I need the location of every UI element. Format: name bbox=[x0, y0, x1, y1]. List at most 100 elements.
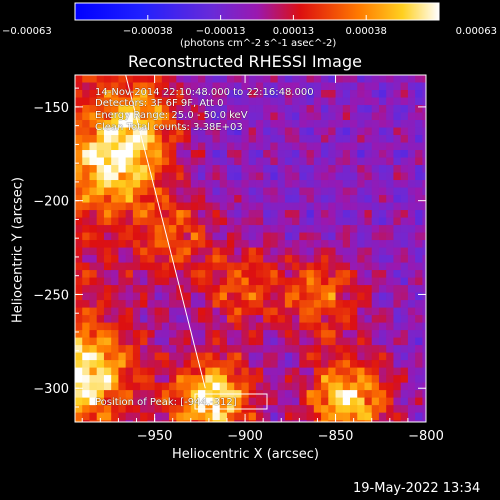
heatmap-cell bbox=[306, 352, 315, 361]
heatmap-cell bbox=[313, 120, 322, 129]
heatmap-cell bbox=[371, 337, 380, 346]
heatmap-cell bbox=[400, 225, 409, 234]
heatmap-cell bbox=[378, 382, 387, 391]
heatmap-cell bbox=[111, 97, 119, 106]
heatmap-cell bbox=[89, 322, 98, 331]
heatmap-cell bbox=[89, 420, 98, 422]
heatmap-cell bbox=[147, 322, 156, 331]
heatmap-cell bbox=[313, 217, 322, 226]
heatmap-cell bbox=[226, 412, 235, 421]
heatmap-cell bbox=[140, 150, 148, 159]
heatmap-cell bbox=[270, 172, 279, 181]
heatmap-cell bbox=[190, 172, 199, 181]
heatmap-cell bbox=[103, 375, 112, 384]
heatmap-cell bbox=[328, 375, 337, 384]
heatmap-cell bbox=[306, 367, 315, 376]
heatmap-cell bbox=[357, 367, 365, 376]
heatmap-cell bbox=[241, 240, 250, 249]
heatmap-cell bbox=[342, 217, 351, 226]
heatmap-cell bbox=[132, 270, 141, 279]
heatmap-cell bbox=[350, 397, 358, 406]
heatmap-cell bbox=[169, 120, 177, 129]
heatmap-cell bbox=[270, 135, 279, 144]
heatmap-cell bbox=[306, 187, 315, 196]
heatmap-cell bbox=[219, 127, 228, 136]
heatmap-cell bbox=[386, 307, 394, 316]
heatmap-cell bbox=[378, 397, 387, 406]
heatmap-cell bbox=[270, 240, 279, 249]
heatmap-cell bbox=[393, 75, 402, 84]
heatmap-cell bbox=[400, 300, 409, 309]
heatmap-cell bbox=[277, 225, 286, 234]
heatmap-cell bbox=[371, 285, 380, 294]
heatmap-cell bbox=[306, 405, 315, 414]
heatmap-cell bbox=[248, 195, 257, 204]
heatmap-cell bbox=[357, 135, 365, 144]
heatmap-cell bbox=[378, 307, 387, 316]
heatmap-cell bbox=[306, 285, 315, 294]
heatmap-cell bbox=[190, 187, 199, 196]
heatmap-cell bbox=[132, 112, 141, 121]
heatmap-cell bbox=[118, 292, 127, 301]
heatmap-cell bbox=[371, 157, 380, 166]
heatmap-cell bbox=[190, 75, 199, 84]
heatmap-cell bbox=[176, 232, 185, 241]
heatmap-cell bbox=[393, 330, 402, 339]
heatmap-cell bbox=[140, 420, 148, 422]
heatmap-cell bbox=[248, 225, 257, 234]
heatmap-cell bbox=[219, 255, 228, 264]
heatmap-cell bbox=[378, 262, 387, 271]
heatmap-cell bbox=[350, 345, 358, 354]
heatmap-cell bbox=[234, 232, 242, 241]
heatmap-cell bbox=[393, 232, 402, 241]
heatmap-cell bbox=[205, 367, 214, 376]
heatmap-cell bbox=[415, 390, 423, 399]
heatmap-cell bbox=[241, 247, 250, 256]
heatmap-cell bbox=[386, 337, 394, 346]
heatmap-cell bbox=[96, 240, 105, 249]
heatmap-cell bbox=[89, 390, 98, 399]
heatmap-cell bbox=[415, 382, 423, 391]
heatmap-cell bbox=[415, 217, 423, 226]
heatmap-cell bbox=[154, 97, 163, 106]
heatmap-cell bbox=[371, 292, 380, 301]
heatmap-cell bbox=[219, 307, 228, 316]
heatmap-cell bbox=[89, 202, 98, 211]
heatmap-cell bbox=[132, 412, 141, 421]
heatmap-cell bbox=[270, 202, 279, 211]
heatmap-cell bbox=[306, 315, 315, 324]
heatmap-cell bbox=[190, 240, 199, 249]
heatmap-cell bbox=[161, 315, 170, 324]
heatmap-cell bbox=[306, 225, 315, 234]
heatmap-cell bbox=[407, 390, 416, 399]
heatmap-cell bbox=[299, 247, 308, 256]
heatmap-cell bbox=[255, 285, 264, 294]
heatmap-cell bbox=[407, 247, 416, 256]
heatmap-cell bbox=[284, 270, 293, 279]
heatmap-cell bbox=[154, 360, 163, 369]
heatmap-cell bbox=[82, 82, 90, 91]
heatmap-cell bbox=[342, 202, 351, 211]
heatmap-cell bbox=[176, 217, 185, 226]
heatmap-cell bbox=[241, 315, 250, 324]
heatmap-cell bbox=[299, 382, 308, 391]
heatmap-cell bbox=[219, 315, 228, 324]
heatmap-cell bbox=[125, 105, 134, 114]
heatmap-cell bbox=[219, 412, 228, 421]
heatmap-cell bbox=[350, 210, 358, 219]
heatmap-cell bbox=[176, 210, 185, 219]
heatmap-cell bbox=[234, 315, 242, 324]
heatmap-cell bbox=[248, 262, 257, 271]
heatmap-cell bbox=[190, 352, 199, 361]
heatmap-cell bbox=[415, 277, 423, 286]
heatmap-cell bbox=[154, 412, 163, 421]
heatmap-cell bbox=[255, 292, 264, 301]
heatmap-cell bbox=[82, 262, 90, 271]
heatmap-cell bbox=[270, 112, 279, 121]
heatmap-cell bbox=[313, 337, 322, 346]
heatmap-cell bbox=[212, 292, 221, 301]
heatmap-cell bbox=[350, 195, 358, 204]
heatmap-cell bbox=[183, 420, 192, 422]
heatmap-cell bbox=[357, 382, 365, 391]
heatmap-cell bbox=[299, 135, 308, 144]
